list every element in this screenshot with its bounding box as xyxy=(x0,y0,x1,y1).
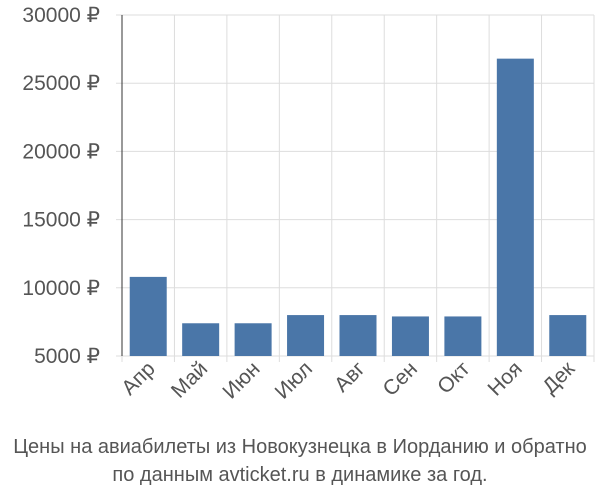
x-tick-label: Дек xyxy=(538,357,580,399)
bar xyxy=(182,323,220,356)
y-tick-label: 25000 ₽ xyxy=(22,72,100,95)
bar xyxy=(496,58,534,356)
x-tick-label: Май xyxy=(167,357,212,402)
bar xyxy=(339,315,377,356)
x-tick-label: Июл xyxy=(271,357,317,403)
y-tick-label: 5000 ₽ xyxy=(34,345,100,368)
bar xyxy=(234,323,272,356)
y-tick-label: 20000 ₽ xyxy=(22,140,100,163)
x-tick-label: Окт xyxy=(433,357,475,399)
x-tick-label: Сен xyxy=(379,357,422,400)
chart-caption-line-2: по данным avticket.ru в динамике за год. xyxy=(112,464,488,486)
y-tick-label: 30000 ₽ xyxy=(22,4,100,27)
x-tick-label: Апр xyxy=(117,357,159,399)
bar xyxy=(391,316,429,356)
x-tick-label: Авг xyxy=(330,357,370,397)
y-tick-label: 15000 ₽ xyxy=(22,209,100,232)
x-axis: Апр Май Июн Июл Авг Сен Окт Ноя Дек xyxy=(117,357,580,404)
bar xyxy=(287,315,325,356)
bar xyxy=(549,315,587,356)
gridlines xyxy=(116,14,595,362)
x-tick-label: Ноя xyxy=(484,357,527,400)
bar xyxy=(129,276,167,356)
y-tick-label: 10000 ₽ xyxy=(22,277,100,300)
x-tick-label: Июн xyxy=(218,357,264,403)
bar xyxy=(444,316,482,356)
bar-chart: 5000 ₽ 10000 ₽ 15000 ₽ 20000 ₽ 25000 ₽ 30000 … xyxy=(22,4,595,404)
chart-caption-line-1: Цены на авиабилеты из Новокузнецка в Иор… xyxy=(13,436,587,458)
y-axis: 5000 ₽ 10000 ₽ 15000 ₽ 20000 ₽ 25000 ₽ 30000 … xyxy=(22,4,123,368)
bars xyxy=(129,58,587,356)
